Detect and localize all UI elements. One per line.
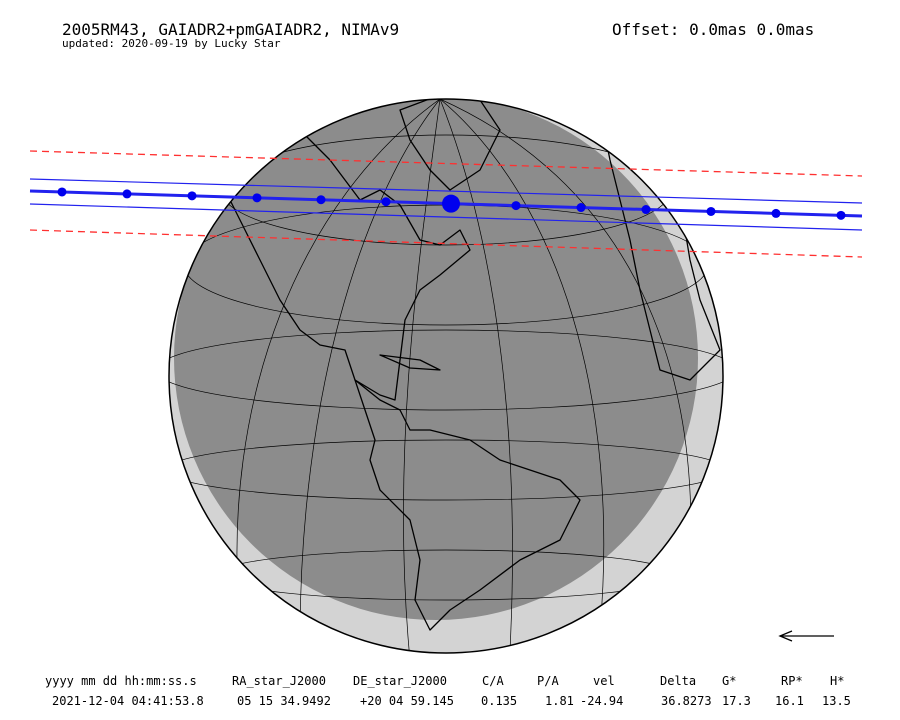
table-cell: 13.5: [822, 694, 851, 708]
time-marker: [576, 203, 586, 213]
table-cell: -24.94: [580, 694, 623, 708]
time-marker: [316, 195, 326, 205]
time-marker: [641, 205, 651, 215]
table-cell: 17.3: [722, 694, 751, 708]
coastlines: [219, 99, 721, 631]
time-marker: [442, 194, 460, 213]
error-limit: [29, 229, 863, 258]
table-cell: 0.135: [481, 694, 517, 708]
table-cell: 36.8273: [661, 694, 712, 708]
table-header-cell: P/A: [537, 674, 559, 688]
time-marker: [771, 208, 781, 218]
shadow-limit: [29, 178, 863, 204]
time-marker: [511, 201, 521, 211]
table-cell: +20 04 59.145: [360, 694, 454, 708]
night-region: [174, 99, 698, 620]
table-header-cell: H*: [830, 674, 844, 688]
table-header-cell: yyyy mm dd hh:mm:ss.s: [45, 674, 197, 688]
time-marker: [706, 206, 716, 216]
table-cell: 16.1: [775, 694, 804, 708]
time-marker: [836, 210, 846, 220]
table-cell: 05 15 34.9492: [237, 694, 331, 708]
table-header-cell: vel: [593, 674, 615, 688]
table-cell: 1.81: [545, 694, 574, 708]
title: 2005RM43, GAIADR2+pmGAIADR2, NIMAv9: [62, 20, 399, 39]
subtitle: updated: 2020-09-19 by Lucky Star: [62, 37, 281, 50]
table-header-cell: DE_star_J2000: [353, 674, 447, 688]
table-header-cell: C/A: [482, 674, 504, 688]
time-marker: [122, 189, 132, 199]
offset: Offset: 0.0mas 0.0mas: [612, 20, 814, 39]
table-cell: 2021-12-04 04:41:53.8: [52, 694, 204, 708]
info-table: yyyy mm dd hh:mm:ss.s RA_star_J2000 DE_sta…: [45, 674, 851, 708]
globe: [168, 98, 724, 654]
shadow-limit: [29, 203, 863, 231]
shadow-path: [29, 150, 863, 258]
direction-arrow: [778, 630, 834, 642]
table-header-cell: RP*: [781, 674, 803, 688]
time-marker: [57, 187, 67, 197]
globe-outline: [168, 98, 724, 654]
table-header-cell: RA_star_J2000: [232, 674, 326, 688]
time-marker: [187, 191, 197, 201]
error-limit: [29, 150, 863, 177]
time-marker: [381, 197, 391, 207]
time-marker: [252, 193, 262, 203]
table-header-cell: G*: [722, 674, 736, 688]
table-header-cell: Delta: [660, 674, 696, 688]
